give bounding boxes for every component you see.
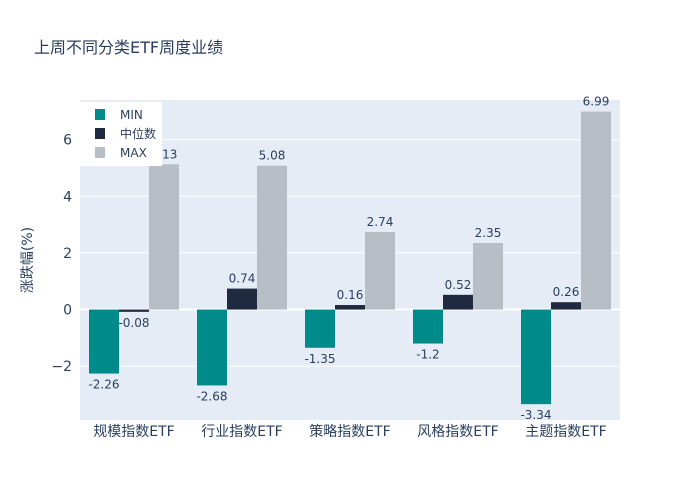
bar — [197, 309, 227, 386]
data-label: 2.74 — [367, 215, 394, 229]
data-label: 2.35 — [475, 226, 502, 240]
bar — [89, 309, 119, 374]
legend-label[interactable]: MIN — [120, 108, 143, 122]
y-tick-label: 6 — [63, 133, 72, 149]
data-label: -1.35 — [304, 352, 335, 366]
bar — [365, 231, 395, 310]
data-label: -2.26 — [88, 378, 119, 392]
data-label: -1.2 — [416, 348, 439, 362]
x-tick-label: 风格指数ETF — [417, 424, 498, 440]
bar — [149, 164, 179, 310]
bar — [521, 309, 551, 405]
data-labels: -2.26-0.085.13-2.680.745.08-1.350.162.74… — [88, 95, 609, 423]
y-axis-title: 涨跌幅(%) — [20, 227, 36, 293]
x-axis-ticks: 规模指数ETF 行业指数ETF 策略指数ETF 风格指数ETF 主题指数ETF — [93, 423, 606, 440]
bar — [473, 243, 503, 310]
x-tick-label: 行业指数ETF — [201, 424, 282, 440]
data-label: 0.74 — [229, 272, 256, 286]
bar — [413, 309, 443, 344]
data-label: 0.52 — [445, 278, 472, 292]
data-label: 0.26 — [553, 285, 580, 299]
data-label: -2.68 — [196, 389, 227, 403]
y-tick-label: 2 — [63, 246, 72, 262]
legend-background — [80, 102, 162, 166]
bars — [89, 111, 611, 405]
bar — [119, 309, 149, 312]
y-tick-label: 4 — [63, 189, 72, 205]
y-tick-label: 0 — [63, 303, 72, 319]
bar — [581, 111, 611, 310]
bar — [335, 305, 365, 310]
bar — [551, 302, 581, 310]
legend-label[interactable]: MAX — [120, 146, 147, 160]
legend-label[interactable]: 中位数 — [120, 126, 156, 141]
chart-title: 上周不同分类ETF周度业绩 — [34, 38, 224, 57]
legend-swatch — [95, 128, 105, 139]
legend[interactable]: MIN 中位数 MAX — [80, 102, 162, 166]
legend-swatch — [95, 147, 105, 158]
x-tick-label: 主题指数ETF — [525, 424, 606, 440]
data-label: -0.08 — [118, 316, 149, 330]
bar — [227, 288, 257, 310]
bar — [257, 165, 287, 310]
data-label: -3.34 — [520, 408, 551, 422]
data-label: 6.99 — [583, 95, 610, 109]
data-label: 5.08 — [259, 149, 286, 163]
x-tick-label: 策略指数ETF — [309, 423, 390, 440]
y-tick-label: −2 — [51, 359, 72, 375]
bar — [305, 309, 335, 348]
bar — [443, 294, 473, 310]
data-label: 0.16 — [337, 288, 364, 302]
legend-swatch — [95, 109, 105, 120]
x-tick-label: 规模指数ETF — [93, 424, 174, 440]
y-axis-ticks: −2 0 2 4 6 — [51, 133, 72, 376]
